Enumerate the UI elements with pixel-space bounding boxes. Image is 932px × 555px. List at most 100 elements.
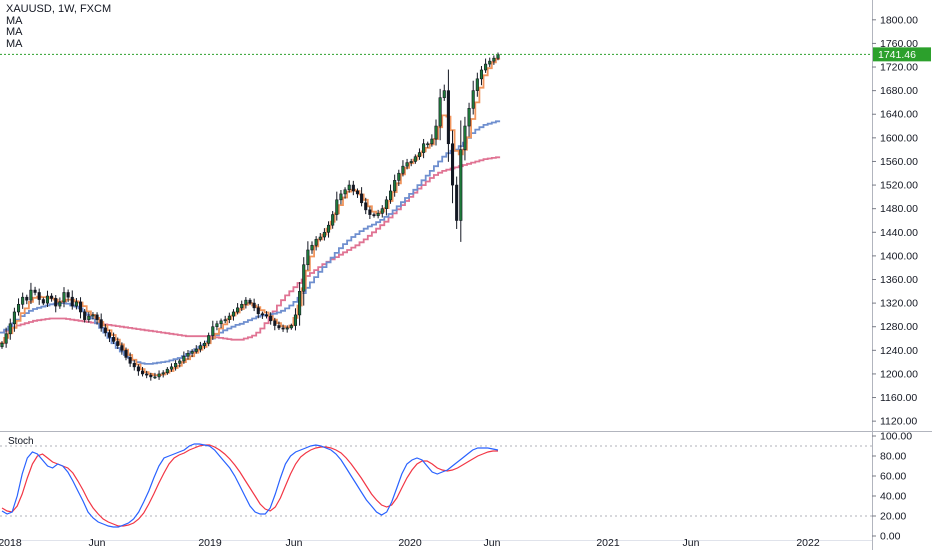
candle[interactable] xyxy=(33,286,37,296)
candle[interactable] xyxy=(21,292,25,309)
candle[interactable] xyxy=(153,372,157,380)
candle[interactable] xyxy=(231,309,236,321)
candle[interactable] xyxy=(41,297,45,306)
candle[interactable] xyxy=(351,180,355,196)
candle[interactable] xyxy=(401,160,405,177)
candle[interactable] xyxy=(62,287,66,308)
candle[interactable] xyxy=(194,345,198,354)
candle[interactable] xyxy=(54,295,58,313)
candle[interactable] xyxy=(405,158,409,170)
candle[interactable] xyxy=(215,320,219,331)
candle[interactable] xyxy=(393,174,397,197)
candle[interactable] xyxy=(302,257,306,306)
candle[interactable] xyxy=(120,342,124,355)
candle[interactable] xyxy=(422,138,426,159)
candle[interactable] xyxy=(417,148,422,160)
candle[interactable] xyxy=(293,308,298,331)
candle[interactable] xyxy=(207,332,211,347)
candle[interactable] xyxy=(306,241,310,271)
candle[interactable] xyxy=(244,297,248,309)
candle[interactable] xyxy=(186,350,190,360)
ma-long-line[interactable] xyxy=(0,156,501,341)
ma-legend-3[interactable]: MA xyxy=(6,37,23,50)
candle[interactable] xyxy=(190,349,194,358)
candle[interactable] xyxy=(0,341,4,349)
candle[interactable] xyxy=(459,120,463,242)
candle[interactable] xyxy=(29,282,33,305)
candle[interactable] xyxy=(223,315,227,324)
candle[interactable] xyxy=(264,311,269,319)
candle[interactable] xyxy=(277,321,281,331)
candle[interactable] xyxy=(376,209,380,219)
candle[interactable] xyxy=(8,318,12,340)
candle[interactable] xyxy=(455,176,459,229)
candle[interactable] xyxy=(256,303,260,319)
candle[interactable] xyxy=(112,332,116,344)
candle[interactable] xyxy=(314,236,318,251)
candle[interactable] xyxy=(240,300,244,312)
candle[interactable] xyxy=(475,72,479,97)
candle[interactable] xyxy=(95,312,99,325)
symbol-title[interactable]: XAUUSD, 1W, FXCM xyxy=(6,3,112,15)
candle[interactable] xyxy=(463,116,467,161)
candle[interactable] xyxy=(74,297,78,310)
candle[interactable] xyxy=(236,303,240,315)
candle[interactable] xyxy=(372,212,376,218)
candle[interactable] xyxy=(124,347,128,361)
stoch-indicator-label[interactable]: Stoch xyxy=(8,436,34,447)
stochastic-pane[interactable] xyxy=(0,443,872,528)
candle[interactable] xyxy=(492,55,496,65)
candle[interactable] xyxy=(16,298,21,316)
candle[interactable] xyxy=(149,372,153,381)
candle[interactable] xyxy=(484,58,488,73)
candle[interactable] xyxy=(78,297,83,319)
candle[interactable] xyxy=(219,318,223,329)
candle[interactable] xyxy=(409,158,413,167)
candle[interactable] xyxy=(326,221,331,238)
last-price-tag[interactable] xyxy=(873,47,931,62)
candle[interactable] xyxy=(37,288,41,305)
candle[interactable] xyxy=(434,119,438,146)
candle[interactable] xyxy=(169,363,174,372)
candle[interactable] xyxy=(413,154,417,164)
candle[interactable] xyxy=(4,327,8,348)
candle[interactable] xyxy=(388,184,393,204)
candle[interactable] xyxy=(347,180,351,193)
candle[interactable] xyxy=(248,298,252,306)
candle[interactable] xyxy=(397,169,401,187)
stoch-k-line[interactable] xyxy=(1,443,499,528)
candle[interactable] xyxy=(322,228,326,241)
candle[interactable] xyxy=(107,329,112,343)
candle[interactable] xyxy=(335,191,339,221)
candle[interactable] xyxy=(227,312,231,324)
candle[interactable] xyxy=(269,312,273,325)
candle[interactable] xyxy=(310,241,314,254)
candle[interactable] xyxy=(384,196,388,216)
candle[interactable] xyxy=(343,187,347,199)
candle[interactable] xyxy=(285,325,289,333)
candle[interactable] xyxy=(58,297,62,309)
candle[interactable] xyxy=(450,130,455,204)
candle[interactable] xyxy=(103,324,107,337)
candle[interactable] xyxy=(174,360,178,371)
candle[interactable] xyxy=(426,141,430,148)
candle[interactable] xyxy=(25,294,29,305)
candle[interactable] xyxy=(66,289,70,302)
candle[interactable] xyxy=(467,102,471,137)
candle[interactable] xyxy=(488,57,492,68)
candle[interactable] xyxy=(145,370,149,379)
candle[interactable] xyxy=(136,364,140,376)
candle[interactable] xyxy=(91,312,95,320)
candle[interactable] xyxy=(165,367,169,375)
candle[interactable] xyxy=(87,312,91,323)
candle[interactable] xyxy=(442,84,446,101)
ma-legend-2[interactable]: MA xyxy=(6,26,23,38)
candle[interactable] xyxy=(70,290,74,310)
candle[interactable] xyxy=(132,360,136,371)
candle[interactable] xyxy=(260,311,264,319)
candle[interactable] xyxy=(479,65,484,86)
candle[interactable] xyxy=(360,187,364,207)
candle[interactable] xyxy=(45,290,50,308)
candle[interactable] xyxy=(116,337,120,349)
